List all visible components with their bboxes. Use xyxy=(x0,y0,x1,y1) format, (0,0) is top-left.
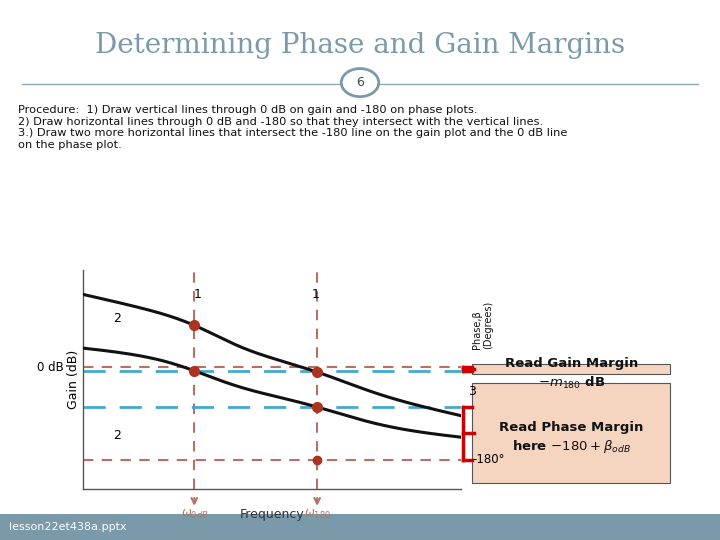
Text: $\omega_{180}$: $\omega_{180}$ xyxy=(304,508,330,521)
Text: 1: 1 xyxy=(311,288,319,301)
Text: 2: 2 xyxy=(113,312,121,325)
Text: here $-180+\beta_{odB}$: here $-180+\beta_{odB}$ xyxy=(512,438,631,455)
FancyBboxPatch shape xyxy=(472,363,670,374)
Text: lesson22et438a.pptx: lesson22et438a.pptx xyxy=(9,522,126,532)
FancyBboxPatch shape xyxy=(472,383,670,483)
Circle shape xyxy=(341,69,379,97)
Text: -180°: -180° xyxy=(472,453,505,466)
Text: $-m_{180}$ dB: $-m_{180}$ dB xyxy=(538,374,605,390)
Text: Procedure:  1) Draw vertical lines through 0 dB on gain and -180 on phase plots.: Procedure: 1) Draw vertical lines throug… xyxy=(18,105,567,150)
Text: Read Gain Margin: Read Gain Margin xyxy=(505,357,638,370)
Y-axis label: Gain (dB): Gain (dB) xyxy=(67,350,80,409)
Text: 1: 1 xyxy=(194,288,202,301)
Text: 6: 6 xyxy=(356,76,364,89)
Text: Frequency: Frequency xyxy=(240,508,304,521)
Text: 2: 2 xyxy=(113,429,121,442)
Text: $\omega_{0dB}$: $\omega_{0dB}$ xyxy=(181,508,208,521)
Bar xyxy=(0,514,720,540)
Text: Phase,β
(Degrees): Phase,β (Degrees) xyxy=(472,301,493,349)
Text: Determining Phase and Gain Margins: Determining Phase and Gain Margins xyxy=(95,32,625,59)
Text: 3: 3 xyxy=(469,385,476,398)
Text: 0 dB: 0 dB xyxy=(37,361,64,374)
Text: Read Phase Margin: Read Phase Margin xyxy=(499,421,644,434)
